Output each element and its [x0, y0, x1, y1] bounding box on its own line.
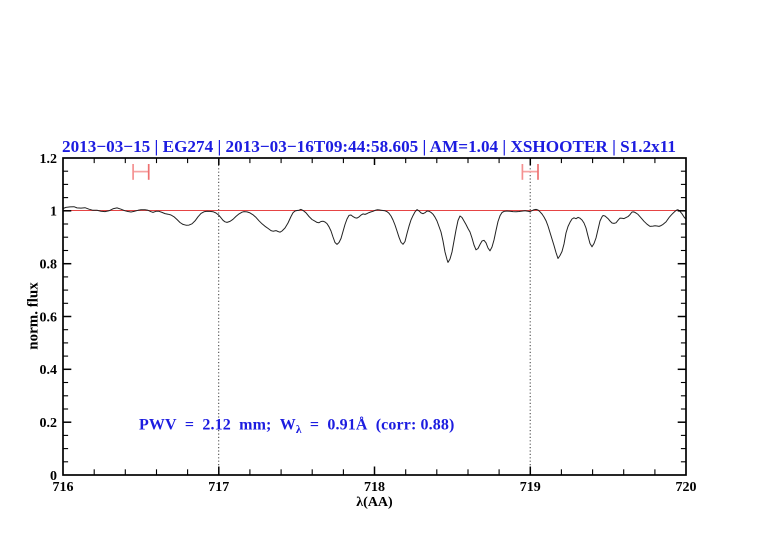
svg-text:717: 717: [208, 480, 229, 495]
svg-text:718: 718: [364, 480, 385, 495]
svg-text:0.6: 0.6: [40, 310, 58, 325]
svg-text:0.2: 0.2: [40, 416, 58, 431]
svg-text:0.8: 0.8: [40, 258, 58, 273]
svg-text:2013−03−15 | EG274 | 2013−03−1: 2013−03−15 | EG274 | 2013−03−16T09:44:58…: [62, 137, 676, 156]
svg-text:0: 0: [50, 469, 57, 484]
svg-text:1.2: 1.2: [40, 152, 58, 167]
svg-text:719: 719: [520, 480, 541, 495]
svg-text:1: 1: [50, 205, 57, 220]
svg-text:PWV = 2.12 mm; Wλ = 0.91: PWV = 2.12 mm; Wλ = 0.91Å (corr: 0.88): [139, 416, 454, 436]
svg-text:0.4: 0.4: [40, 363, 58, 378]
svg-text:norm. flux: norm. flux: [26, 282, 42, 350]
svg-text:720: 720: [676, 480, 697, 495]
svg-text:λ(AA): λ(AA): [356, 495, 393, 510]
svg-text:716: 716: [53, 480, 74, 495]
